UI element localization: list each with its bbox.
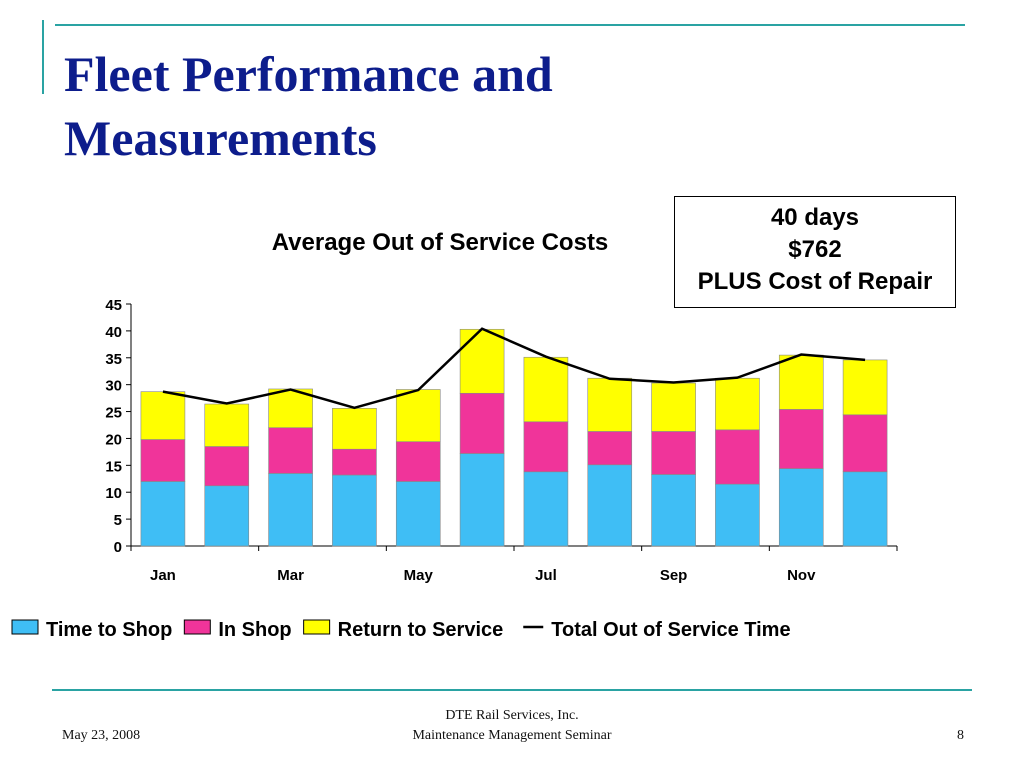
x-tick-label: Nov xyxy=(787,567,816,584)
footer-date: May 23, 2008 xyxy=(62,728,141,743)
bar-segment-time-to-shop xyxy=(842,471,888,547)
bar-segment-time-to-shop xyxy=(332,474,377,547)
x-tick-label: Mar xyxy=(277,567,304,584)
callout-repair-note: PLUS Cost of Repair xyxy=(697,268,933,295)
footer-company: DTE Rail Services, Inc. xyxy=(445,708,579,723)
legend-label: In Shop xyxy=(218,619,291,641)
y-tick-label: 15 xyxy=(105,458,122,475)
bar-segment-return-to-service xyxy=(587,377,633,432)
bar-segment-in-shop xyxy=(332,448,377,476)
legend-swatch xyxy=(303,619,331,635)
total-out-of-service-line xyxy=(162,327,866,410)
slide-title: Fleet Performance and Measurements xyxy=(64,42,684,170)
y-tick-label: 45 xyxy=(105,297,122,314)
footer-seminar: Maintenance Management Seminar xyxy=(412,728,612,743)
left-accent-rule xyxy=(42,20,44,94)
y-tick-label: 5 xyxy=(114,512,122,529)
top-rule xyxy=(55,24,965,26)
y-tick-label: 0 xyxy=(114,539,122,556)
legend-swatch xyxy=(183,619,211,635)
y-tick-label: 20 xyxy=(105,431,122,448)
bar-segment-in-shop xyxy=(651,431,696,475)
bar-segment-time-to-shop xyxy=(715,483,760,547)
bar-segment-in-shop xyxy=(842,414,888,473)
bar-segment-in-shop xyxy=(268,427,313,474)
legend-label: Time to Shop xyxy=(46,619,172,641)
bar-segment-return-to-service xyxy=(204,403,250,447)
bar-segment-in-shop xyxy=(459,392,505,454)
bar-segment-time-to-shop xyxy=(523,471,569,547)
bar-segment-return-to-service xyxy=(842,359,888,416)
bar-segment-in-shop xyxy=(523,421,569,473)
bar-segment-return-to-service xyxy=(332,408,377,450)
bar-segment-time-to-shop xyxy=(140,481,186,547)
page-number: 8 xyxy=(957,728,964,743)
footer-rule xyxy=(52,689,972,691)
bar-segment-return-to-service xyxy=(715,377,760,431)
bar-segment-time-to-shop xyxy=(651,474,696,547)
callout-days: 40 days xyxy=(770,204,860,231)
legend-label: Total Out of Service Time xyxy=(551,619,790,641)
summary-callout-box: 40 days $762 PLUS Cost of Repair xyxy=(674,196,956,308)
bar-segment-in-shop xyxy=(395,441,441,482)
bar-segment-time-to-shop xyxy=(395,481,441,547)
slide-title-line2: Measurements xyxy=(64,110,377,166)
y-tick-label: 40 xyxy=(105,324,122,341)
bar-segment-time-to-shop xyxy=(778,468,824,547)
bar-segment-return-to-service xyxy=(140,391,186,440)
x-tick-label: Jul xyxy=(535,567,557,584)
footer-presenter: DTE Rail Services, Inc. Maintenance Mana… xyxy=(312,706,712,746)
bar-segment-time-to-shop xyxy=(204,485,250,547)
callout-cost: $762 xyxy=(788,236,842,263)
y-tick-label: 30 xyxy=(105,378,122,395)
bar-segment-return-to-service xyxy=(395,389,441,442)
bar-segment-in-shop xyxy=(140,439,186,482)
bar-segment-in-shop xyxy=(778,409,824,469)
slide-title-line1: Fleet Performance and xyxy=(64,46,553,102)
bar-segment-return-to-service xyxy=(778,354,824,410)
x-tick-label: Jan xyxy=(150,567,176,584)
y-tick-label: 35 xyxy=(105,351,122,368)
bar-segment-in-shop xyxy=(204,446,250,487)
bar-segment-return-to-service xyxy=(651,382,696,432)
bar-segment-in-shop xyxy=(715,429,760,485)
x-tick-label: May xyxy=(404,567,434,584)
y-tick-label: 25 xyxy=(105,405,122,422)
bar-segment-time-to-shop xyxy=(459,453,505,547)
y-tick-label: 10 xyxy=(105,485,122,502)
x-tick-label: Sep xyxy=(660,567,688,584)
bar-segment-return-to-service xyxy=(268,388,313,428)
legend-label: Return to Service xyxy=(338,619,504,641)
chart-title: Average Out of Service Costs xyxy=(272,229,609,256)
bar-segment-time-to-shop xyxy=(268,473,313,547)
stacked-bar-chart: Average Out of Service Costs 0 5 10 15 20 25 30… xyxy=(11,229,898,641)
bar-segment-time-to-shop xyxy=(587,464,633,547)
legend-swatch xyxy=(11,619,39,635)
bar-segment-in-shop xyxy=(587,431,633,466)
bar-segment-return-to-service xyxy=(459,328,505,394)
bar-segment-return-to-service xyxy=(523,356,569,423)
